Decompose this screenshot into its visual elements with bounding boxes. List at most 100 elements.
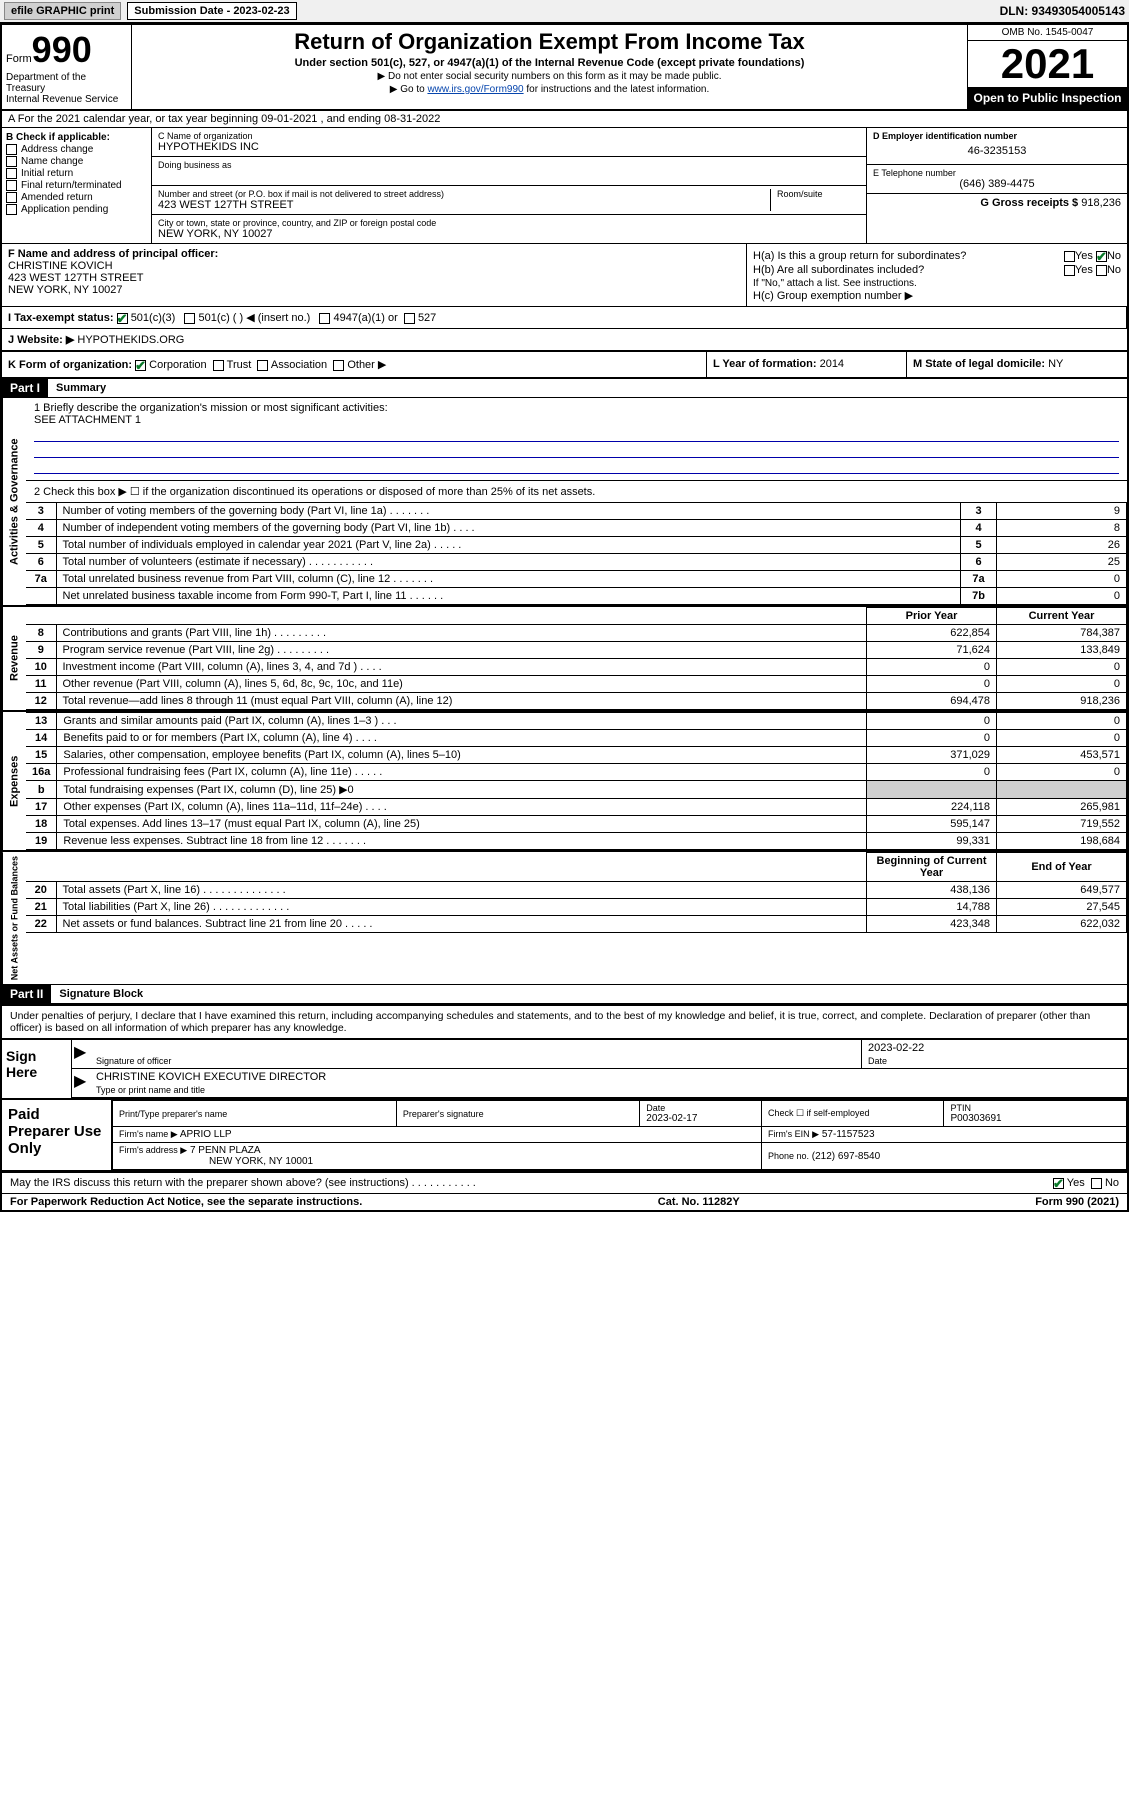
row-11: 11Other revenue (Part VIII, column (A), …	[26, 676, 1127, 693]
discuss-yes-checkbox[interactable]	[1053, 1178, 1064, 1189]
ptin: P00303691	[950, 1113, 1120, 1124]
row-22: 22Net assets or fund balances. Subtract …	[26, 916, 1127, 933]
501c3-checkbox[interactable]	[117, 313, 128, 324]
top-bar: efile GRAPHIC print Submission Date - 20…	[0, 0, 1129, 23]
prep-date: 2023-02-17	[646, 1113, 755, 1124]
row-19: 19Revenue less expenses. Subtract line 1…	[26, 833, 1127, 850]
org-street: 423 WEST 127TH STREET	[158, 199, 770, 211]
line-2-checkbox-note: 2 Check this box ▶ ☐ if the organization…	[26, 481, 1127, 502]
row-15: 15Salaries, other compensation, employee…	[26, 747, 1127, 764]
row-13: 13Grants and similar amounts paid (Part …	[26, 713, 1127, 730]
part-1-title: Summary	[48, 380, 114, 396]
row-20: 20Total assets (Part X, line 16) . . . .…	[26, 882, 1127, 899]
row-18: 18Total expenses. Add lines 13–17 (must …	[26, 816, 1127, 833]
summary-row-6: 6Total number of volunteers (estimate if…	[26, 554, 1127, 571]
row-9: 9Program service revenue (Part VIII, lin…	[26, 642, 1127, 659]
other-checkbox[interactable]	[333, 360, 344, 371]
checkbox-address-change[interactable]: Address change	[6, 144, 147, 155]
declaration-text: Under penalties of perjury, I declare th…	[2, 1004, 1127, 1038]
firm-addr2: NEW YORK, NY 10001	[209, 1156, 313, 1167]
form-990: Form990 Department of the Treasury Inter…	[0, 23, 1129, 1212]
form-subtitle: Under section 501(c), 527, or 4947(a)(1)…	[140, 57, 959, 69]
firm-phone: (212) 697-8540	[812, 1151, 880, 1162]
checkbox-final-return-terminated[interactable]: Final return/terminated	[6, 180, 147, 191]
trust-checkbox[interactable]	[213, 360, 224, 371]
paperwork-notice: For Paperwork Reduction Act Notice, see …	[10, 1196, 362, 1208]
assoc-checkbox[interactable]	[257, 360, 268, 371]
form-note-2: ▶ Go to www.irs.gov/Form990 for instruct…	[140, 84, 959, 95]
vert-revenue: Revenue	[2, 607, 26, 710]
year-formation: 2014	[820, 358, 844, 370]
vert-netassets: Net Assets or Fund Balances	[2, 852, 26, 984]
501c-checkbox[interactable]	[184, 313, 195, 324]
officer-addr2: NEW YORK, NY 10027	[8, 284, 740, 296]
row-14: 14Benefits paid to or for members (Part …	[26, 730, 1127, 747]
checkbox-application-pending[interactable]: Application pending	[6, 204, 147, 215]
part-2-title: Signature Block	[51, 986, 151, 1002]
section-b-checkboxes: B Check if applicable: Address changeNam…	[2, 128, 152, 243]
firm-name: APRIO LLP	[180, 1129, 232, 1140]
year-header-row: Prior Year Current Year	[26, 608, 1127, 625]
corp-checkbox[interactable]	[135, 360, 146, 371]
ha-yes-checkbox[interactable]	[1064, 251, 1075, 262]
part-1-tag: Part I	[2, 379, 48, 397]
ha-no-checkbox[interactable]	[1096, 251, 1107, 262]
hb-yes-checkbox[interactable]	[1064, 265, 1075, 276]
cat-no: Cat. No. 11282Y	[658, 1196, 740, 1208]
4947-checkbox[interactable]	[319, 313, 330, 324]
summary-row-7b: Net unrelated business taxable income fr…	[26, 588, 1127, 605]
form-note-1: ▶ Do not enter social security numbers o…	[140, 71, 959, 82]
discuss-question: May the IRS discuss this return with the…	[10, 1177, 476, 1189]
paid-preparer-label: Paid Preparer Use Only	[2, 1100, 112, 1170]
net-header-row: Beginning of Current Year End of Year	[26, 853, 1127, 882]
row-12: 12Total revenue—add lines 8 through 11 (…	[26, 693, 1127, 710]
sig-date: 2023-02-22	[868, 1042, 1121, 1056]
checkbox-initial-return[interactable]: Initial return	[6, 168, 147, 179]
summary-row-5: 5Total number of individuals employed in…	[26, 537, 1127, 554]
form-number: Form990	[6, 29, 127, 71]
org-city: NEW YORK, NY 10027	[158, 228, 860, 240]
form-ref: Form 990 (2021)	[1035, 1196, 1119, 1208]
hb-no-checkbox[interactable]	[1096, 265, 1107, 276]
row-8: 8Contributions and grants (Part VIII, li…	[26, 625, 1127, 642]
submission-date: Submission Date - 2023-02-23	[127, 2, 296, 20]
telephone: (646) 389-4475	[873, 178, 1121, 190]
firm-addr1: 7 PENN PLAZA	[190, 1145, 261, 1156]
officer-name: CHRISTINE KOVICH	[8, 260, 740, 272]
state-domicile: NY	[1048, 358, 1063, 370]
irs-link[interactable]: www.irs.gov/Form990	[427, 84, 523, 95]
part-2-tag: Part II	[2, 985, 51, 1003]
row-16a: 16aProfessional fundraising fees (Part I…	[26, 764, 1127, 781]
checkbox-amended-return[interactable]: Amended return	[6, 192, 147, 203]
section-a-tax-year: A For the 2021 calendar year, or tax yea…	[2, 111, 1127, 128]
form-title: Return of Organization Exempt From Incom…	[140, 29, 959, 55]
row-21: 21Total liabilities (Part X, line 26) . …	[26, 899, 1127, 916]
dln-number: DLN: 93493054005143	[1000, 4, 1125, 18]
row-b: bTotal fundraising expenses (Part IX, co…	[26, 781, 1127, 799]
checkbox-name-change[interactable]: Name change	[6, 156, 147, 167]
section-c-org-info: C Name of organization HYPOTHEKIDS INC D…	[152, 128, 867, 243]
officer-name-title: CHRISTINE KOVICH EXECUTIVE DIRECTOR	[96, 1071, 1121, 1085]
vert-expenses: Expenses	[2, 712, 26, 850]
gross-receipts: 918,236	[1081, 197, 1121, 209]
discuss-no-checkbox[interactable]	[1091, 1178, 1102, 1189]
sign-here-label: Sign Here	[2, 1040, 72, 1098]
summary-row-3: 3Number of voting members of the governi…	[26, 503, 1127, 520]
527-checkbox[interactable]	[404, 313, 415, 324]
ein: 46-3235153	[873, 141, 1121, 161]
firm-ein: 57-1157523	[822, 1129, 875, 1140]
row-17: 17Other expenses (Part IX, column (A), l…	[26, 799, 1127, 816]
form-header: Form990 Department of the Treasury Inter…	[2, 25, 1127, 111]
mission-text: SEE ATTACHMENT 1	[34, 414, 1119, 426]
vert-activities: Activities & Governance	[2, 398, 26, 605]
tax-year: 2021	[968, 41, 1127, 87]
summary-row-7a: 7aTotal unrelated business revenue from …	[26, 571, 1127, 588]
open-public-badge: Open to Public Inspection	[968, 87, 1127, 109]
prep-row-2: Firm's name ▶ APRIO LLP Firm's EIN ▶ 57-…	[113, 1127, 1127, 1143]
website: HYPOTHEKIDS.ORG	[77, 334, 184, 346]
efile-print-button[interactable]: efile GRAPHIC print	[4, 2, 121, 20]
prep-row-3: Firm's address ▶ 7 PENN PLAZANEW YORK, N…	[113, 1143, 1127, 1170]
row-10: 10Investment income (Part VIII, column (…	[26, 659, 1127, 676]
department-label: Department of the Treasury Internal Reve…	[6, 72, 127, 105]
omb-number: OMB No. 1545-0047	[968, 25, 1127, 41]
